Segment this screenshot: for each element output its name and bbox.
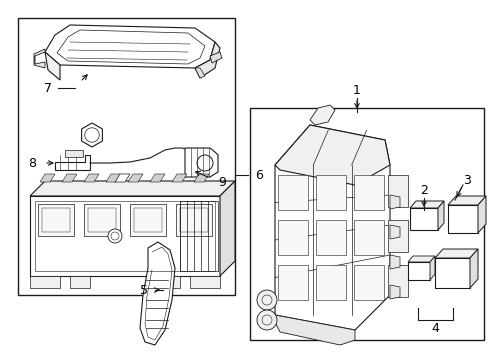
Polygon shape — [190, 276, 220, 288]
Polygon shape — [477, 196, 485, 233]
Polygon shape — [57, 30, 204, 64]
Bar — [18, 18, 235, 295]
Bar — [434, 258, 469, 288]
Circle shape — [257, 290, 276, 310]
Polygon shape — [45, 25, 215, 68]
Bar — [35, 201, 215, 271]
Bar — [447, 205, 477, 233]
Polygon shape — [34, 49, 45, 68]
Polygon shape — [274, 125, 389, 330]
Bar — [353, 175, 383, 210]
Polygon shape — [274, 125, 389, 185]
Bar — [278, 265, 307, 300]
Bar — [278, 220, 307, 255]
Bar — [130, 204, 165, 236]
Polygon shape — [30, 181, 235, 196]
Text: 8: 8 — [28, 157, 36, 170]
Polygon shape — [437, 201, 443, 230]
Polygon shape — [195, 42, 220, 78]
Bar — [353, 265, 383, 300]
Polygon shape — [55, 155, 90, 170]
Polygon shape — [389, 195, 399, 209]
Polygon shape — [407, 256, 434, 262]
Bar — [387, 220, 407, 252]
Polygon shape — [81, 123, 102, 147]
Text: 4: 4 — [430, 321, 438, 334]
Polygon shape — [172, 174, 186, 182]
Polygon shape — [220, 181, 235, 276]
Bar — [42, 208, 70, 232]
Bar — [88, 208, 116, 232]
Text: 6: 6 — [254, 168, 263, 181]
Polygon shape — [194, 174, 208, 182]
Polygon shape — [128, 174, 142, 182]
Polygon shape — [30, 276, 60, 288]
Polygon shape — [469, 249, 477, 288]
Polygon shape — [150, 174, 164, 182]
Polygon shape — [140, 242, 175, 345]
Bar — [176, 204, 212, 236]
Polygon shape — [40, 174, 55, 182]
Polygon shape — [160, 276, 180, 288]
Bar — [387, 175, 407, 207]
Polygon shape — [184, 148, 218, 177]
Bar — [30, 196, 220, 276]
Bar — [84, 204, 120, 236]
Polygon shape — [106, 174, 121, 182]
Bar — [278, 175, 307, 210]
Bar — [407, 262, 429, 280]
Polygon shape — [309, 105, 334, 125]
Polygon shape — [84, 174, 99, 182]
Polygon shape — [209, 52, 222, 63]
Bar — [180, 201, 218, 271]
Text: 1: 1 — [352, 84, 360, 96]
Text: 9: 9 — [218, 176, 225, 189]
Bar — [409, 208, 437, 230]
Bar — [315, 265, 346, 300]
Bar — [134, 208, 162, 232]
Polygon shape — [389, 255, 399, 269]
Polygon shape — [389, 285, 399, 299]
Bar — [353, 220, 383, 255]
Polygon shape — [62, 174, 77, 182]
Bar — [315, 175, 346, 210]
Bar — [65, 150, 83, 157]
Polygon shape — [195, 68, 204, 78]
Polygon shape — [274, 315, 354, 345]
Circle shape — [108, 229, 122, 243]
Text: 2: 2 — [419, 184, 427, 197]
Polygon shape — [429, 256, 434, 280]
Bar — [249, 108, 483, 340]
Polygon shape — [447, 196, 485, 205]
Bar — [180, 208, 207, 232]
Polygon shape — [70, 276, 90, 288]
Polygon shape — [115, 174, 130, 182]
Bar — [38, 204, 74, 236]
Text: 7: 7 — [44, 81, 52, 95]
Bar — [315, 220, 346, 255]
Bar — [387, 265, 407, 297]
Text: 3: 3 — [462, 174, 470, 186]
Circle shape — [257, 310, 276, 330]
Polygon shape — [45, 52, 60, 80]
Polygon shape — [434, 249, 477, 258]
Polygon shape — [389, 225, 399, 239]
Polygon shape — [409, 201, 443, 208]
Text: 5: 5 — [140, 284, 148, 297]
